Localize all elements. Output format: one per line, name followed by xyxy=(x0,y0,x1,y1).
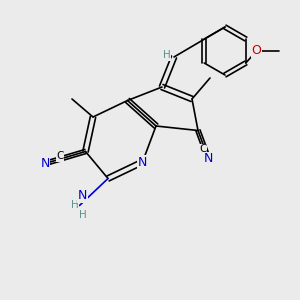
Text: O: O xyxy=(252,44,261,58)
Text: H: H xyxy=(163,50,170,61)
Text: C: C xyxy=(56,151,64,161)
Text: N: N xyxy=(78,189,87,203)
Text: N: N xyxy=(204,152,213,166)
Text: N: N xyxy=(138,155,147,169)
Text: N: N xyxy=(40,157,50,170)
Text: H: H xyxy=(79,210,86,220)
Text: C: C xyxy=(200,144,207,154)
Text: H: H xyxy=(71,200,79,211)
